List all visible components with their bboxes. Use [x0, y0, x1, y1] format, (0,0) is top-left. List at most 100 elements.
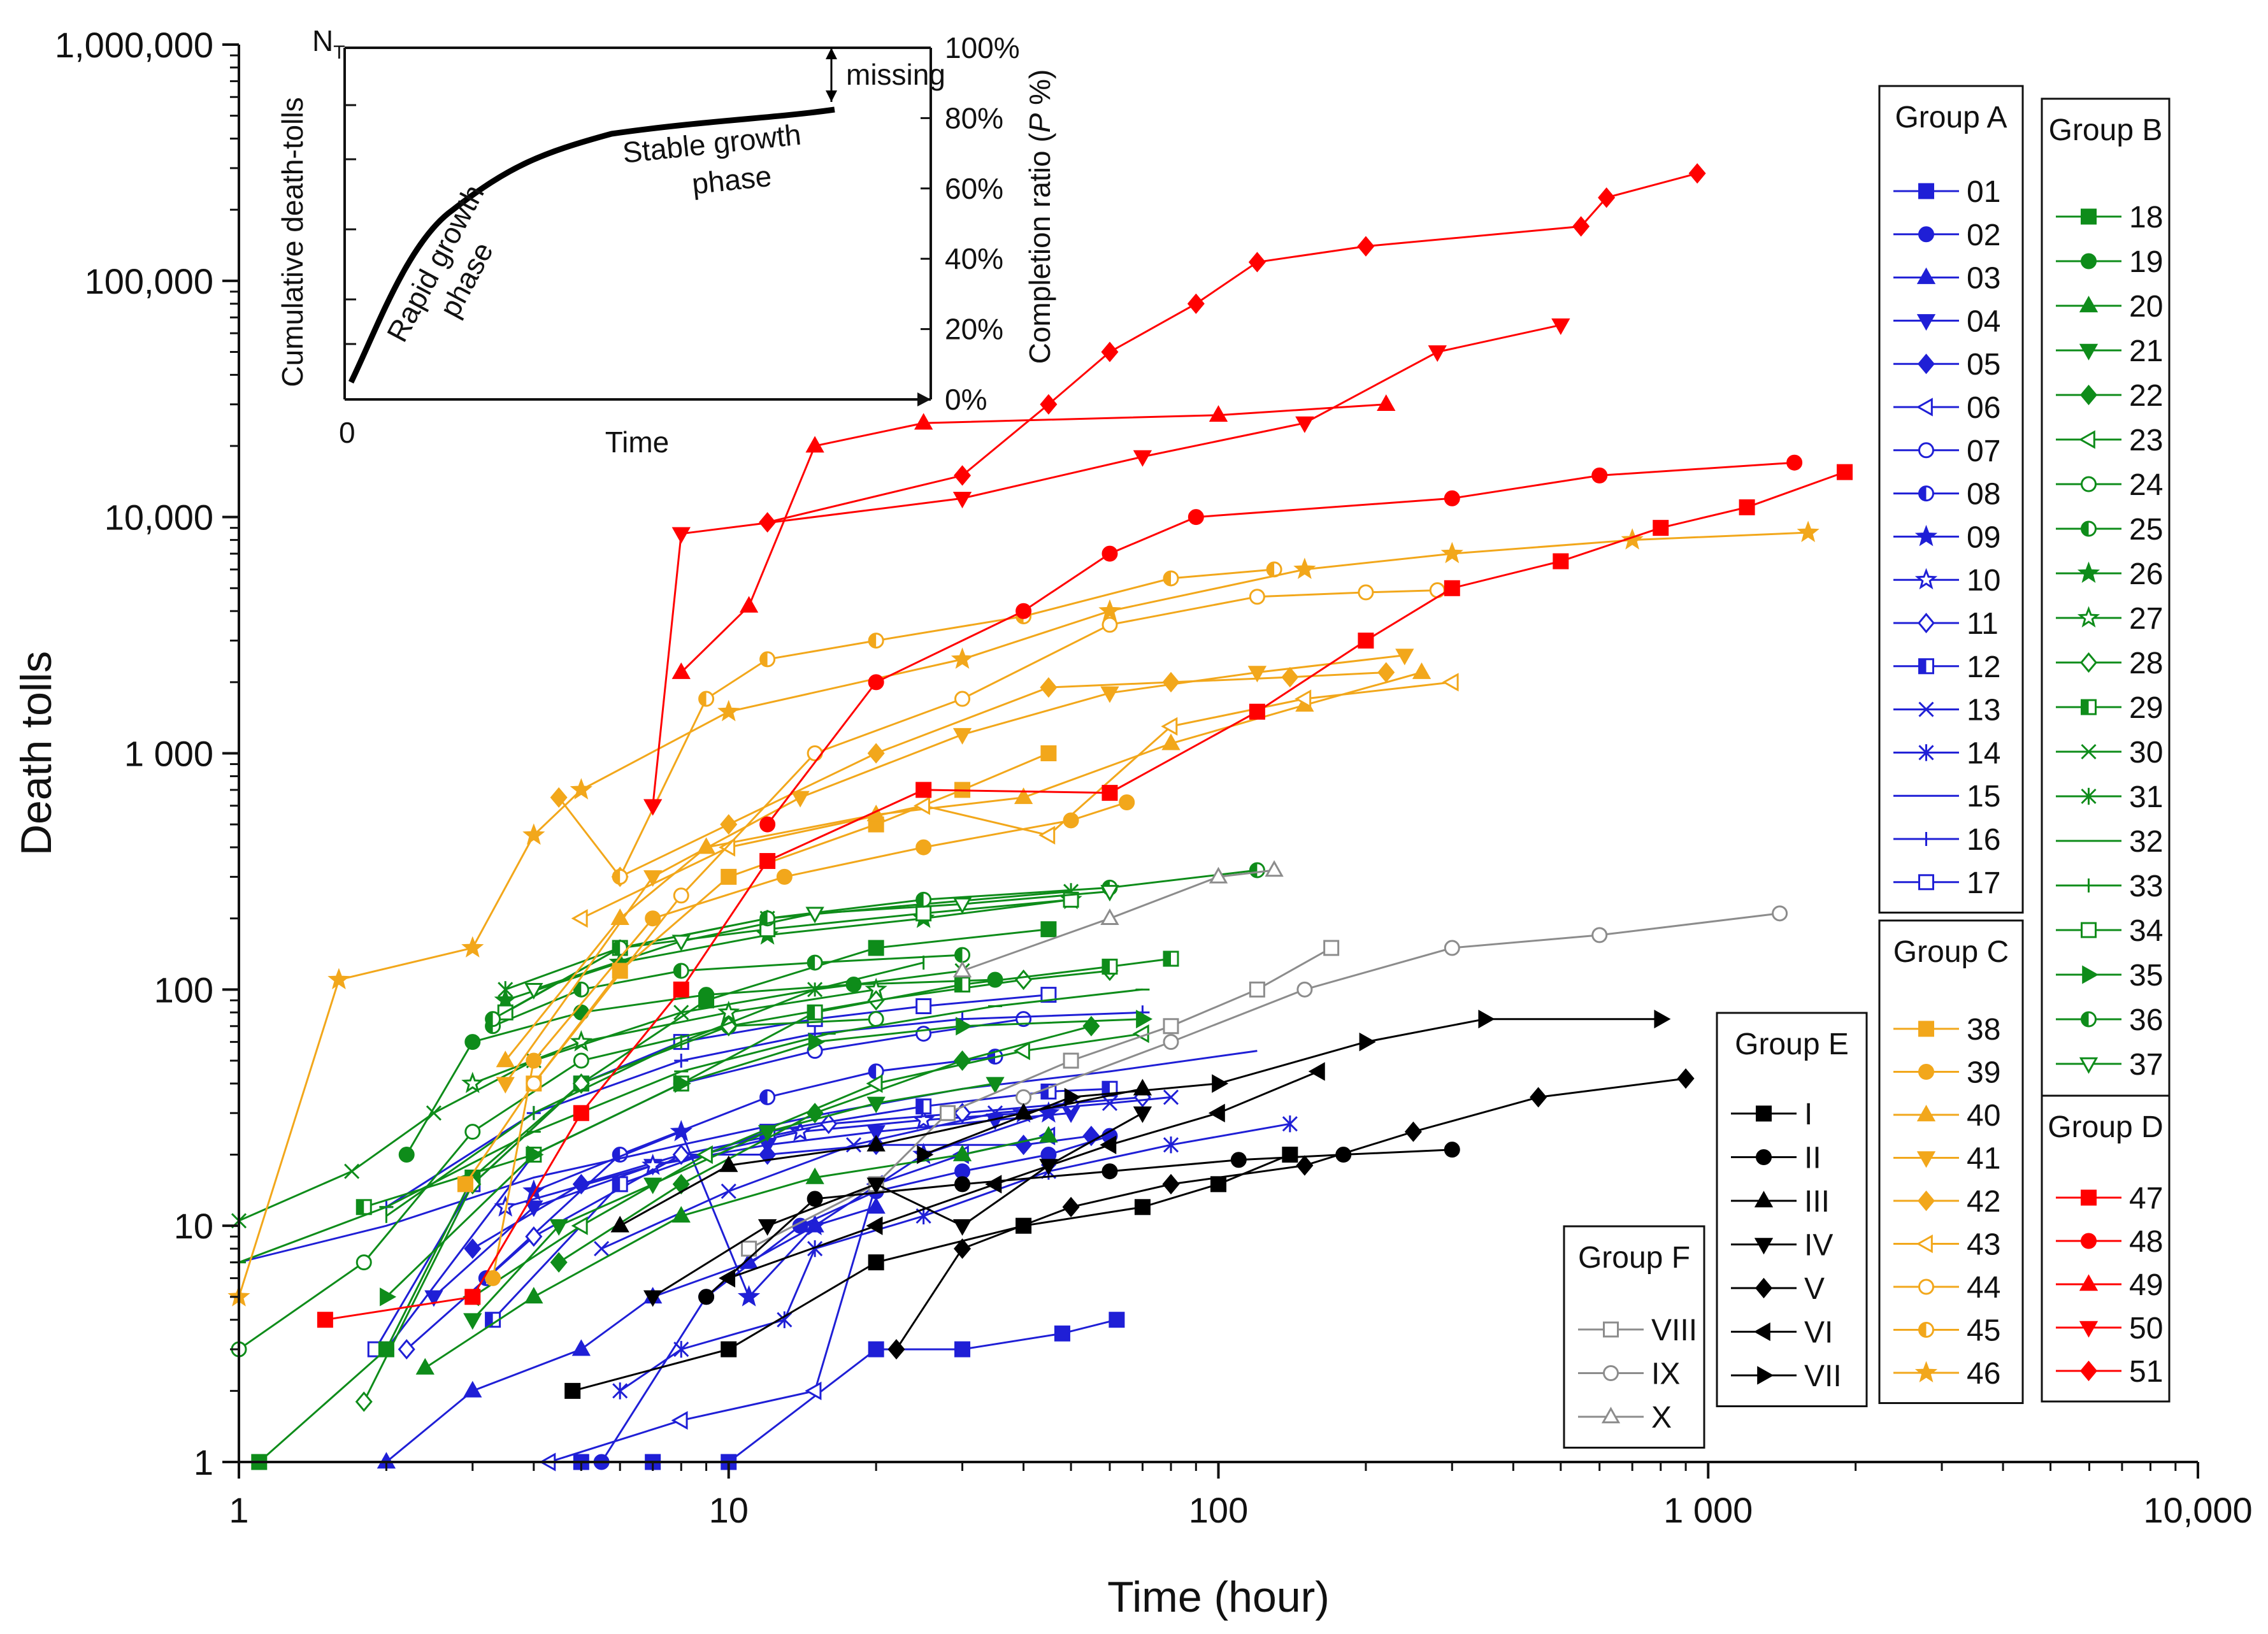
legend-marker-07 — [1918, 442, 1934, 459]
data-point-II — [1444, 1142, 1460, 1158]
inset-figure: 0% 20% 40% 60% 80% 100% missing NT 0 Time Cum… — [276, 24, 1056, 459]
data-point-V — [954, 1238, 972, 1259]
data-point-11 — [525, 1226, 543, 1247]
legend-marker-35 — [2082, 965, 2099, 984]
data-point-05 — [572, 1173, 590, 1194]
legend-label-16: 16 — [1967, 823, 2000, 857]
data-point-25 — [573, 981, 589, 998]
data-point-35 — [527, 1145, 544, 1165]
x-tick-label: 10 — [709, 1490, 749, 1530]
data-point-IX — [1016, 1089, 1032, 1105]
data-point-40 — [1014, 787, 1033, 805]
legend-label-22: 22 — [2129, 379, 2163, 413]
data-point-45 — [759, 651, 776, 668]
data-point-46 — [951, 647, 974, 669]
legend-marker-47 — [2081, 1189, 2097, 1206]
data-point-04 — [424, 1290, 443, 1307]
data-point-08 — [868, 1063, 884, 1080]
y-tick-label: 100,000 — [85, 261, 213, 301]
legend-box — [2041, 1094, 2171, 1403]
legend-box — [1716, 1012, 1868, 1407]
legend-marker-28 — [2079, 652, 2098, 673]
legend-label-36: 36 — [2129, 1003, 2163, 1037]
legend-label-17: 17 — [1967, 866, 2000, 900]
data-point-23 — [571, 1216, 588, 1235]
data-point-50 — [1295, 416, 1314, 433]
data-point-39 — [915, 839, 932, 856]
data-point-38 — [1040, 745, 1057, 761]
data-point-48 — [1591, 467, 1608, 484]
data-point-37 — [1100, 885, 1119, 902]
data-point-29 — [1102, 958, 1118, 975]
series-X — [952, 860, 1284, 978]
data-point-IX — [1296, 981, 1313, 998]
legend-marker-04 — [1916, 314, 1936, 331]
data-point-46 — [522, 823, 545, 845]
data-point-I — [868, 1254, 884, 1271]
legend-marker-46 — [1914, 1361, 1938, 1383]
data-point-01 — [954, 1341, 971, 1358]
series-IX — [1016, 905, 1788, 1105]
series-23 — [463, 1024, 1149, 1307]
data-point-V — [1677, 1068, 1695, 1089]
x-tick-label: 10,000 — [2143, 1490, 2252, 1530]
series-line-44 — [533, 589, 1438, 1084]
data-point-46 — [1621, 528, 1644, 550]
data-point-09 — [803, 1214, 826, 1236]
data-point-47 — [1444, 580, 1460, 596]
data-point-21 — [757, 1125, 777, 1142]
legend-label-IV: IV — [1804, 1229, 1833, 1263]
data-point-43 — [1161, 717, 1178, 736]
data-point-37 — [952, 897, 972, 914]
series-line-VII — [923, 1018, 1661, 1156]
legend-label-26: 26 — [2129, 557, 2163, 591]
data-point-VI — [1100, 1135, 1117, 1154]
legend-label-35: 35 — [2129, 959, 2163, 993]
data-point-13 — [1102, 1095, 1118, 1111]
x-tick-label: 1 — [229, 1490, 248, 1530]
data-point-48 — [1188, 509, 1204, 526]
series-VI — [719, 1062, 1325, 1288]
data-point-07 — [1016, 1011, 1032, 1028]
data-point-34 — [1063, 891, 1079, 908]
legend-label-13: 13 — [1967, 694, 2000, 727]
data-point-12 — [915, 1098, 932, 1115]
data-point-44 — [1358, 584, 1374, 601]
data-point-38 — [612, 963, 628, 979]
legend-label-44: 44 — [1967, 1271, 2000, 1305]
data-point-30 — [426, 1105, 441, 1121]
data-point-VI — [1308, 1062, 1325, 1081]
data-point-30 — [673, 1005, 689, 1021]
legend-marker-V — [1755, 1277, 1773, 1299]
legend-title: Group A — [1895, 101, 2007, 134]
series-line-46 — [238, 531, 1809, 1298]
legend-title: Group B — [2049, 113, 2163, 147]
data-point-01 — [868, 1341, 884, 1358]
legend-title: Group E — [1735, 1028, 1849, 1061]
series-14 — [612, 1115, 1298, 1400]
data-point-VIII — [741, 1240, 757, 1257]
inset-origin-label: 0 — [339, 416, 355, 449]
series-20 — [415, 1126, 1058, 1375]
data-point-42 — [720, 814, 738, 835]
series-line-VI — [728, 1070, 1319, 1279]
data-point-51 — [1101, 341, 1119, 362]
legend-group-a: Group A 01 02 03 04 05 06 07 08 09 10 11 12 13 14 15 16 1… — [1878, 85, 2024, 914]
data-point-X — [1100, 908, 1119, 926]
data-point-40 — [1412, 662, 1432, 679]
inset-left-ticks — [345, 104, 356, 345]
data-point-44 — [954, 691, 971, 707]
series-51 — [759, 163, 1706, 533]
series-line-IV — [652, 1112, 1144, 1298]
group-group-d — [317, 163, 1853, 1328]
data-point-03 — [866, 1197, 886, 1214]
data-point-I — [1282, 1147, 1298, 1163]
data-point-39 — [485, 1270, 501, 1286]
data-point-19 — [464, 1034, 481, 1050]
data-point-11 — [398, 1338, 415, 1360]
data-point-42 — [1040, 677, 1058, 698]
inset-y-label: Cumulative death-tolls — [276, 97, 309, 387]
data-point-20 — [415, 1358, 434, 1375]
y-tick-label: 1,000,000 — [55, 25, 213, 65]
